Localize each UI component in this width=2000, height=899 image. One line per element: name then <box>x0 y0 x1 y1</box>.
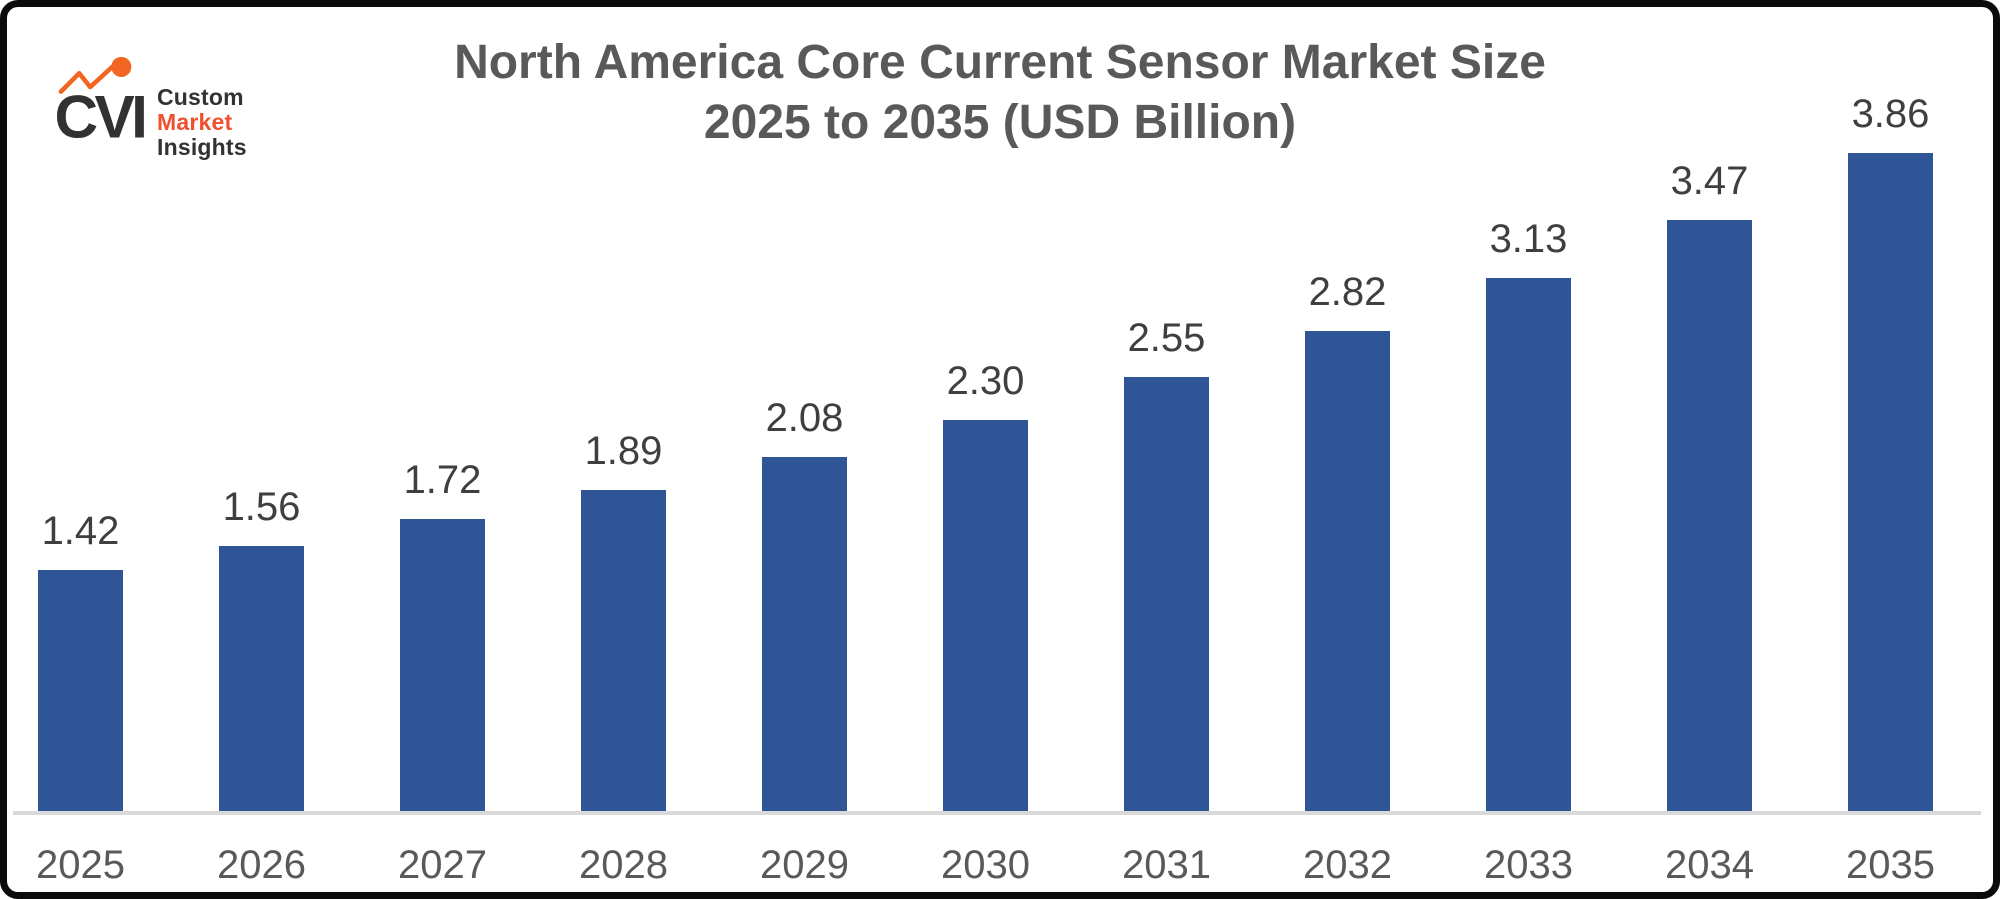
bar-value-label: 2.82 <box>1308 270 1387 314</box>
bar-value-label: 1.72 <box>403 458 482 502</box>
x-axis-label: 2031 <box>1122 843 1211 887</box>
bar-value-label: 2.55 <box>1127 316 1206 360</box>
bar-column: 2.30 <box>895 359 1076 813</box>
bar <box>1848 153 1933 813</box>
x-axis-label: 2025 <box>36 843 125 887</box>
x-axis-label: 2035 <box>1846 843 1935 887</box>
cmi-logo: CVI Custom Market Insights <box>57 55 247 159</box>
x-axis-label: 2033 <box>1484 843 1573 887</box>
bar-column: 1.72 <box>352 458 533 813</box>
bar-value-label: 2.30 <box>946 359 1025 403</box>
chart-title-line2: 2025 to 2035 (USD Billion) <box>703 96 1297 150</box>
bar-column: 1.89 <box>533 429 714 813</box>
plot-area: 1.42 1.56 1.72 1.89 2.08 2.30 2.55 2.82 3.13 3.47… <box>7 7 1981 813</box>
bar <box>1305 331 1390 813</box>
x-axis-label: 2032 <box>1303 843 1392 887</box>
x-axis-labels: 2025 2026 2027 2028 2029 2030 2031 2032 2033 2034… <box>7 843 1981 888</box>
bar <box>1124 377 1209 813</box>
bar-column: 1.56 <box>171 485 352 813</box>
chart-title-line1: North America Core Current Sensor Market… <box>454 36 1546 89</box>
bar-value-label: 1.56 <box>222 485 301 529</box>
bar-value-label: 1.42 <box>41 509 120 553</box>
x-axis-label: 2029 <box>760 843 849 887</box>
bar-column: 2.08 <box>714 396 895 813</box>
x-axis-label: 2028 <box>579 843 668 887</box>
logo-trend-line-icon <box>58 64 115 94</box>
logo-monogram-text: CVI <box>57 82 144 141</box>
logo-word-market: Market <box>157 108 233 135</box>
logo-word-insights: Insights <box>157 133 247 160</box>
bar-column: 3.47 <box>1619 159 1800 813</box>
bar-column: 2.82 <box>1257 270 1438 813</box>
bar-column: 3.86 <box>1800 92 1981 813</box>
bar-column: 1.42 <box>7 509 171 813</box>
bar-value-label: 3.86 <box>1851 92 1930 136</box>
logo-dot-icon <box>111 56 132 77</box>
bar <box>400 519 485 813</box>
bar <box>38 570 123 813</box>
logo-wordmark: Custom Market Insights <box>157 85 247 159</box>
cmi-logo-icon: CVI <box>57 56 148 141</box>
bar <box>1486 278 1571 813</box>
logo-word-custom: Custom <box>157 84 244 110</box>
bar-value-label: 2.08 <box>765 396 844 440</box>
x-axis-line <box>13 811 1981 815</box>
bar-value-label: 3.47 <box>1670 159 1749 203</box>
bar-column: 3.13 <box>1438 217 1619 813</box>
chart-title: North America Core Current Sensor Market… <box>7 33 1993 154</box>
x-axis-label: 2030 <box>941 843 1030 887</box>
bar <box>219 546 304 813</box>
bar-value-label: 3.13 <box>1489 217 1568 261</box>
bar-column: 2.55 <box>1076 316 1257 813</box>
bar <box>1667 220 1752 813</box>
x-axis-label: 2034 <box>1665 843 1754 887</box>
bar-value-label: 1.89 <box>584 429 663 473</box>
bar <box>581 490 666 813</box>
bar <box>762 457 847 813</box>
x-axis-label: 2027 <box>398 843 487 887</box>
bar <box>943 420 1028 813</box>
x-axis-label: 2026 <box>217 843 306 887</box>
